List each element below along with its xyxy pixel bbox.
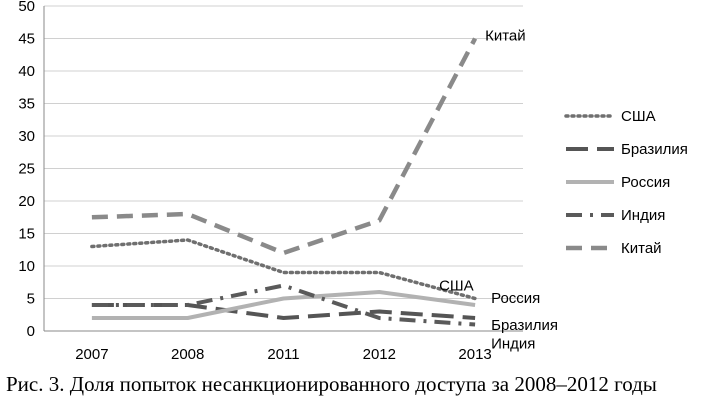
end-label: Китай xyxy=(485,28,526,45)
y-tick-label: 25 xyxy=(18,161,35,178)
y-tick-label: 15 xyxy=(18,226,35,243)
y-tick-label: 20 xyxy=(18,193,35,210)
series-line-5 xyxy=(91,37,478,256)
figure-caption: Рис. 3. Доля попыток несанкционированног… xyxy=(6,372,657,396)
end-label: Индия xyxy=(491,336,535,353)
legend-label: США xyxy=(621,108,656,125)
y-tick-label: 10 xyxy=(18,258,35,275)
legend-label: Китай xyxy=(621,240,662,257)
y-tick-label: 40 xyxy=(18,63,35,80)
y-tick-label: 5 xyxy=(27,291,35,308)
end-label: США xyxy=(439,278,474,295)
legend-label: Бразилия xyxy=(621,141,688,158)
legend-label: Индия xyxy=(621,207,665,224)
y-tick-label: 50 xyxy=(18,0,35,15)
line-chart: 0 5 10 15 20 25 30 35 40 45 50 2007 2008 2011 2012 2013… xyxy=(18,0,688,363)
series-line-4 xyxy=(91,283,476,327)
y-tick-label: 0 xyxy=(27,323,35,340)
x-tick-label: 2012 xyxy=(363,346,396,363)
end-label: Бразилия xyxy=(491,317,558,334)
legend-label: Россия xyxy=(621,174,670,191)
end-label: Россия xyxy=(491,290,540,307)
y-tick-label: 45 xyxy=(18,31,35,48)
x-tick-label: 2007 xyxy=(75,346,108,363)
series-line-3 xyxy=(91,290,476,320)
x-tick-label: 2011 xyxy=(267,346,299,363)
x-tick-label: 2013 xyxy=(458,346,491,363)
y-tick-label: 35 xyxy=(18,96,35,113)
series-line-1 xyxy=(90,238,477,301)
x-tick-label: 2008 xyxy=(171,346,204,363)
series-line-2 xyxy=(91,303,476,320)
y-tick-label: 30 xyxy=(18,128,35,145)
